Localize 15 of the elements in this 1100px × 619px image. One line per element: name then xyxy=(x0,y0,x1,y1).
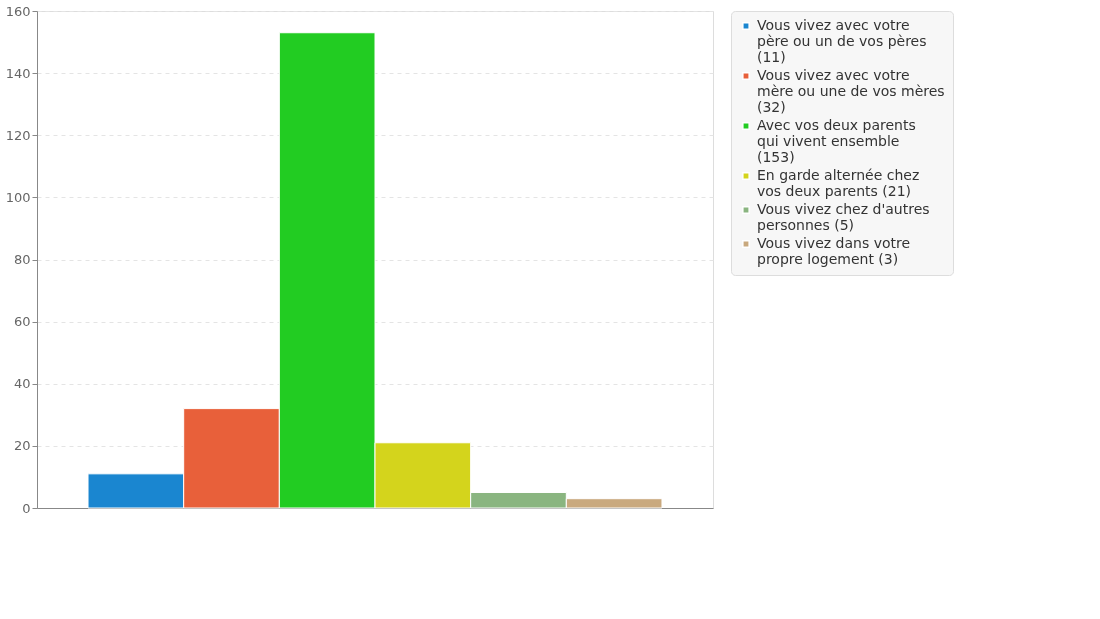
legend-label: Vous vivez avec votre mère ou une de vos mères (32) xyxy=(757,67,945,115)
y-tick-label: 60 xyxy=(13,314,31,330)
y-tick-label: 120 xyxy=(5,127,31,143)
y-tick-label: 160 xyxy=(5,3,31,19)
y-tick-label: 80 xyxy=(13,252,31,267)
y-tick-label: 20 xyxy=(13,438,31,454)
y-tick-label: 40 xyxy=(13,376,31,392)
legend-label: Avec vos deux parents qui vivent ensemble (153) xyxy=(757,117,916,165)
legend-label: Vous vivez avec votre père ou un de vos pères (11) xyxy=(757,17,927,65)
y-tick-label: 100 xyxy=(5,189,31,205)
legend-label: En garde alternée chez vos deux parents (21) xyxy=(757,167,920,199)
legend-label: Vous vivez dans votre propre logement (3) xyxy=(757,235,911,267)
y-tick-label: 0 xyxy=(22,500,31,516)
legend-label: Vous vivez chez d'autres personnes (5) xyxy=(757,201,930,233)
y-tick-label: 140 xyxy=(5,65,31,81)
